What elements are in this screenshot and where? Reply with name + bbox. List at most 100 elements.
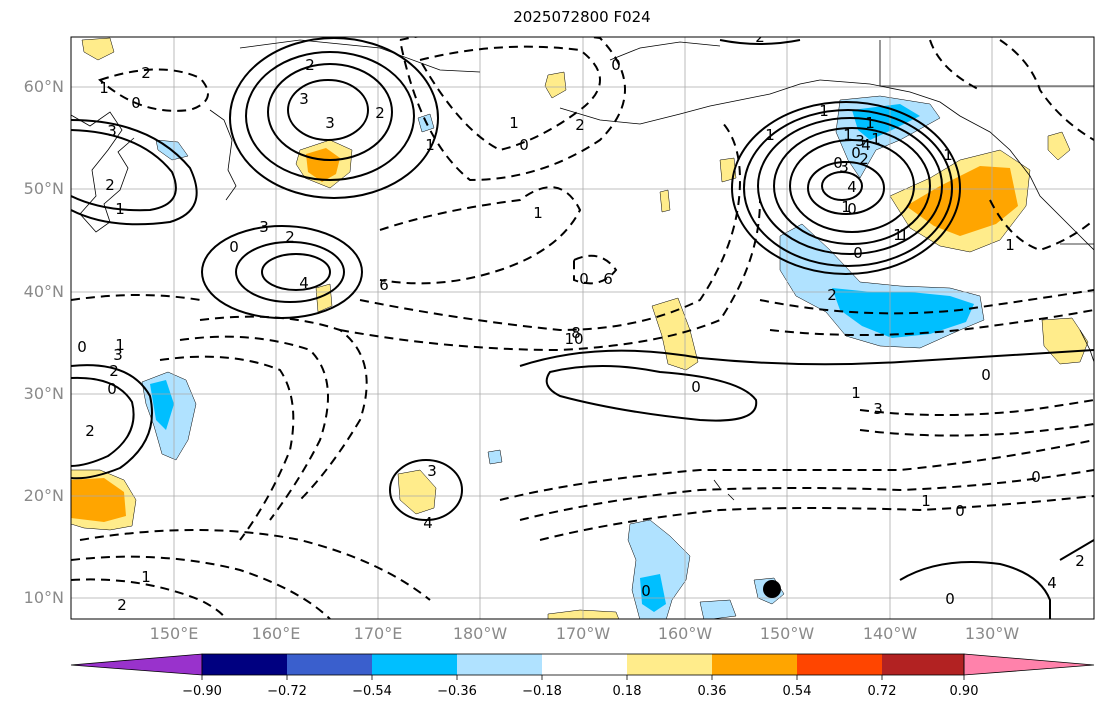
contour-label: 4 [423,514,433,532]
contour-label: 2 [859,150,869,168]
contour-label: 1 [509,114,519,132]
contour-label: 2 [755,28,765,46]
contour-label: 0 [955,502,965,520]
contour-label: 2 [141,64,151,82]
contour-label: 1 [533,204,543,222]
lat-label-30n: 30°N [23,384,64,403]
contour-label: 6 [603,270,613,288]
lon-label-170e: 170°E [353,624,403,643]
colorbar-tick-label: 0.90 [949,684,979,699]
colorbar-tick-label: 0.72 [867,684,897,699]
contour-label: 1 [1005,236,1015,254]
colorbar-tick-label: 0.54 [782,684,812,699]
contour-label: 4 [1047,574,1057,592]
lon-label-150w: 150°W [759,624,815,643]
colorbar-tick-label: −0.18 [522,684,562,699]
colorbar-tick-label: −0.36 [437,684,477,699]
contour-label: 1 [851,384,861,402]
contour-label: 0 [611,56,621,74]
contour-label: 2 [1075,552,1085,570]
contour-label: 4 [299,274,309,292]
contour-label: 1 [141,568,151,586]
contour-label: 3 [855,132,865,150]
colorbar-tick-label: 0.36 [697,684,727,699]
contour-label: 2 [285,228,295,246]
lon-label-130w: 130°W [964,624,1020,643]
lat-label-50n: 50°N [23,179,64,198]
contour-label: 10 [564,330,583,348]
contour-label: 1 [865,114,875,132]
contour-label: 3 [299,90,309,108]
contour-label: 3 [325,114,335,132]
contour-label: 0 [229,238,239,256]
colorbar-tick-label: −0.54 [352,684,392,699]
lat-label-40n: 40°N [23,282,64,301]
contour-label: 3 [839,158,849,176]
contour-label: 8 [571,324,581,342]
colorbar-tick-label: −0.90 [182,684,222,699]
contour-label: 1 [921,492,931,510]
contour-label: 1 [871,130,881,148]
contour-label: 0 [519,136,529,154]
contour-label: 2 [375,104,385,122]
contour-label: 0 [851,144,861,162]
contour-label: 2 [827,286,837,304]
contour-label: 3 [259,218,269,236]
contour-label: 0 [77,338,87,356]
contour-label: 4 [861,136,871,154]
lon-label-180w: 180°W [452,624,508,643]
lon-label-160e: 160°E [251,624,301,643]
contour-label: 3 [873,400,883,418]
contour-label: 1 [425,136,435,154]
contour-label: 4 [847,178,857,196]
colorbar [70,653,1095,680]
contour-label: 2 [105,176,115,194]
contour-label: 1 [843,126,853,144]
contour-label: 0 [641,582,651,600]
lat-label-20n: 20°N [23,486,64,505]
lon-label-150e: 150°E [149,624,199,643]
contour-label: 1 [893,226,903,244]
positive-contours [71,37,1094,619]
contour-label: 2 [305,56,315,74]
contour-label: 0 [1031,468,1041,486]
contour-label: 1 [943,146,953,164]
contour-label: 3 [113,346,123,364]
contour-label: 1 [115,336,125,354]
contour-label: 1 [841,198,851,216]
contour-label: 0 [945,590,955,608]
lat-label-60n: 60°N [23,77,64,96]
contour-label: 2 [575,116,585,134]
contour-label: 6 [379,276,389,294]
contour-label: 0 [691,378,701,396]
lon-label-160w: 160°W [657,624,713,643]
contour-label: 0 [131,94,141,112]
location-marker [763,580,781,598]
contour-label: 1 [819,102,829,120]
contour-label: 3 [427,462,437,480]
contour-label: 1 [115,200,125,218]
contour-label: 2 [85,422,95,440]
lon-label-170w: 170°W [555,624,611,643]
gridlines [71,37,1094,619]
contour-label: 2 [109,362,119,380]
colorbar-tick-label: 0.18 [612,684,642,699]
lat-label-10n: 10°N [23,588,64,607]
contour-label: 3 [107,122,117,140]
contour-label: 0 [847,200,857,218]
contour-label: 0 [833,154,843,172]
contour-label: 0 [853,244,863,262]
contour-label: 1 [99,79,109,97]
contour-label: 0 [579,270,589,288]
contour-label: 1 [765,126,775,144]
negative-contours [71,37,1094,619]
lon-label-140w: 140°W [862,624,918,643]
contour-label: 1 [899,226,909,244]
plot-frame [70,36,1095,620]
colorbar-tick-label: −0.72 [267,684,307,699]
contour-label: 0 [107,380,117,398]
contour-label: 0 [981,366,991,384]
shaded-anomalies [71,37,1089,619]
